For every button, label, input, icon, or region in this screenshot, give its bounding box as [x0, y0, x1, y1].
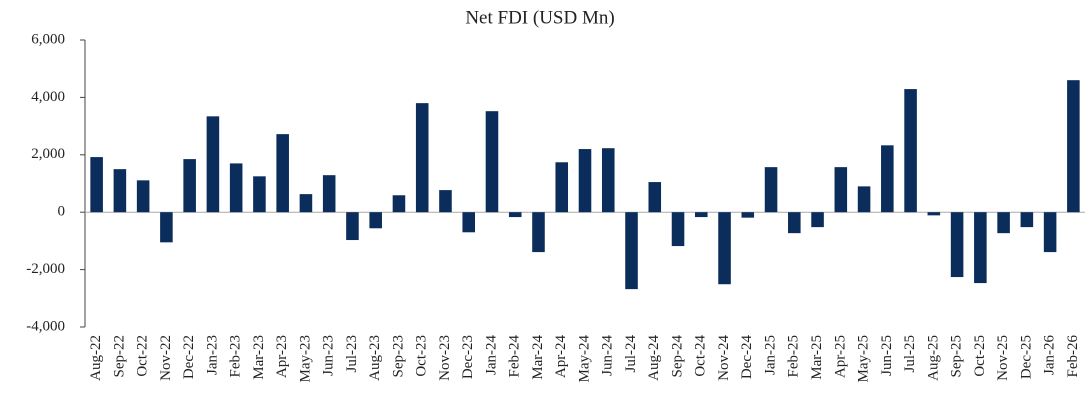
bar — [183, 159, 196, 213]
bar — [997, 212, 1010, 234]
bar — [206, 116, 220, 213]
bar — [136, 180, 150, 213]
bar — [485, 111, 499, 213]
x-tick-label: Jan-25 — [762, 335, 778, 375]
x-tick-label: Dec-23 — [460, 335, 476, 379]
x-tick-label: Mar-24 — [530, 335, 546, 380]
x-tick-label: May-24 — [576, 335, 592, 383]
bar — [811, 212, 824, 228]
bar — [927, 212, 941, 216]
bar — [253, 176, 266, 213]
x-tick-label: Apr-24 — [553, 335, 569, 379]
bar — [1043, 212, 1057, 253]
bar — [90, 157, 103, 213]
x-tick-label: Jul-23 — [344, 335, 360, 373]
x-tick-label: May-23 — [297, 335, 313, 383]
chart-title: Net FDI (USD Mn) — [465, 7, 614, 28]
x-tick-label: Dec-25 — [1018, 335, 1034, 379]
bar — [718, 212, 731, 285]
bar — [322, 175, 336, 213]
bar — [392, 195, 406, 213]
bar — [625, 212, 638, 290]
x-tick-label: Feb-25 — [786, 335, 802, 378]
bar — [764, 167, 778, 213]
bar — [695, 212, 708, 218]
bar — [671, 212, 685, 247]
x-tick-label: Dec-24 — [739, 335, 755, 380]
bar — [415, 103, 429, 213]
bar — [648, 182, 662, 213]
x-tick-label: May-25 — [856, 335, 872, 383]
x-tick-label: Sep-22 — [111, 335, 127, 378]
y-tick-label: 2,000 — [31, 146, 65, 162]
x-tick-label: Nov-25 — [995, 335, 1011, 381]
x-tick-label: Jun-24 — [600, 335, 616, 376]
bar — [950, 212, 964, 278]
x-tick-label: Aug-24 — [646, 335, 662, 381]
y-tick-label: 4,000 — [31, 89, 65, 105]
bar — [974, 212, 987, 284]
bar — [369, 212, 382, 229]
bar — [601, 148, 615, 213]
x-tick-label: Sep-23 — [390, 335, 406, 378]
x-tick-label: Apr-25 — [832, 335, 848, 378]
bar — [439, 190, 452, 213]
bar — [1067, 80, 1080, 213]
bar — [857, 186, 871, 213]
x-tick-label: Oct-23 — [414, 335, 430, 377]
bar — [113, 169, 127, 213]
bar — [276, 134, 289, 213]
x-tick-label: Jan-26 — [1042, 335, 1058, 375]
x-tick-label: Jul-25 — [902, 335, 918, 373]
x-tick-label: Feb-26 — [1065, 335, 1081, 378]
bar — [346, 212, 359, 241]
x-tick-label: Oct-24 — [693, 335, 709, 377]
y-tick-label: -2,000 — [26, 261, 65, 277]
bar — [229, 163, 243, 213]
bar — [555, 162, 569, 213]
y-tick-label: 6,000 — [31, 31, 65, 47]
x-tick-label: Jun-25 — [879, 335, 895, 376]
bar — [299, 194, 313, 213]
x-tick-label: Jan-24 — [483, 335, 499, 375]
bar — [1020, 212, 1034, 228]
y-tick-label: -4,000 — [26, 318, 65, 334]
x-tick-label: Oct-25 — [972, 335, 988, 377]
x-tick-label: Aug-22 — [88, 335, 104, 381]
bar — [904, 89, 917, 213]
x-tick-label: Aug-23 — [367, 335, 383, 381]
x-tick-label: Nov-22 — [158, 335, 174, 381]
bar — [462, 212, 475, 233]
x-tick-label: Sep-25 — [949, 335, 965, 378]
x-tick-label: Feb-23 — [228, 335, 244, 378]
x-tick-label: Oct-22 — [135, 335, 151, 377]
x-tick-label: Mar-23 — [251, 335, 267, 380]
x-tick-label: Nov-24 — [716, 335, 732, 381]
x-tick-label: Jul-24 — [623, 335, 639, 373]
x-tick-label: Dec-22 — [181, 335, 197, 379]
x-tick-label: Sep-24 — [669, 335, 685, 378]
bar — [741, 212, 755, 218]
x-tick-label: Jan-23 — [204, 335, 220, 375]
bar — [508, 212, 522, 218]
bar — [834, 167, 848, 213]
x-tick-label: Nov-23 — [437, 335, 453, 381]
x-tick-label: Aug-25 — [925, 335, 941, 381]
bar — [788, 212, 801, 234]
x-tick-label: Feb-24 — [507, 335, 523, 378]
bar — [532, 212, 545, 253]
bar — [578, 149, 592, 213]
x-tick-label: Apr-23 — [274, 335, 290, 378]
bar — [881, 145, 894, 213]
x-tick-label: Jun-23 — [321, 335, 337, 376]
bar — [160, 212, 173, 243]
y-tick-label: 0 — [58, 204, 66, 220]
x-tick-label: Mar-25 — [809, 335, 825, 380]
